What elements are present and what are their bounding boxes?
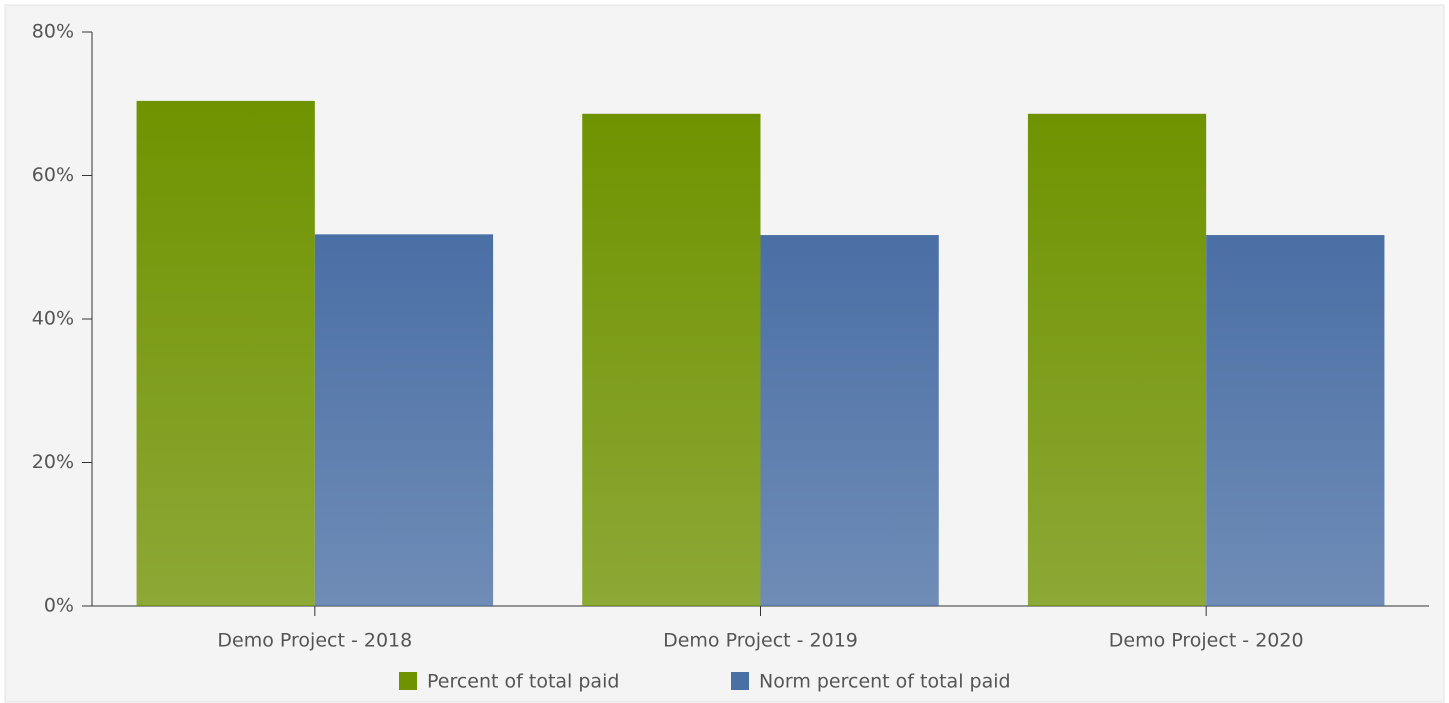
x-tick-label: Demo Project - 2019 xyxy=(663,630,858,652)
x-tick-label: Demo Project - 2018 xyxy=(217,630,412,652)
x-tick-label: Demo Project - 2020 xyxy=(1109,630,1304,652)
y-tick-label: 40% xyxy=(32,308,74,330)
bar xyxy=(582,113,761,607)
bar xyxy=(314,234,494,606)
bar xyxy=(1027,113,1207,607)
legend-label: Norm percent of total paid xyxy=(759,671,1011,693)
y-tick-label: 60% xyxy=(32,164,74,186)
bar xyxy=(1206,235,1385,607)
y-tick-label: 0% xyxy=(44,595,74,617)
legend-swatch xyxy=(399,672,417,690)
y-tick-label: 80% xyxy=(32,21,74,43)
legend-swatch xyxy=(731,672,749,690)
bar xyxy=(136,100,315,606)
legend-label: Percent of total paid xyxy=(427,671,619,693)
bar xyxy=(760,235,939,607)
y-tick-label: 20% xyxy=(32,451,74,473)
